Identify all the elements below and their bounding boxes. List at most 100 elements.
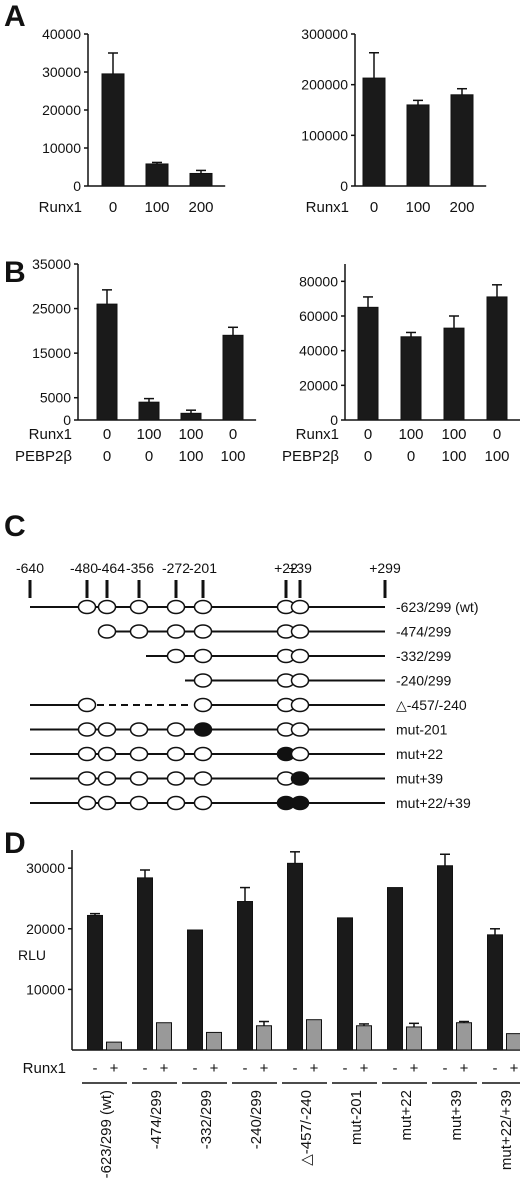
binding-site: [129, 771, 149, 786]
binding-site: [166, 746, 186, 762]
bar-plus: [456, 1022, 472, 1051]
y-tick-label: 20000: [299, 377, 338, 393]
binding-site: [129, 624, 149, 639]
y-tick-label: 30000: [42, 64, 81, 80]
construct-tick-label: mut+22: [398, 1090, 415, 1140]
minus-label: -: [93, 1060, 98, 1077]
binding-site: [129, 746, 149, 762]
y-axis-label: RLU: [18, 947, 46, 963]
x-tick-label: 100: [441, 448, 466, 465]
x-tick-label: 100: [178, 426, 203, 443]
plus-label: +: [510, 1060, 519, 1077]
binding-site: [193, 697, 213, 713]
panel-label-c: C: [4, 510, 26, 543]
bar: [450, 94, 474, 187]
binding-site: [97, 722, 117, 737]
binding-site: [193, 624, 213, 639]
x-tick-label: 0: [103, 448, 111, 465]
panel-label-d: D: [4, 827, 26, 860]
binding-site: [193, 673, 213, 688]
bar: [400, 336, 422, 421]
position-label: -640: [16, 560, 44, 576]
position-label: -464: [97, 560, 125, 576]
plus-label: +: [360, 1060, 369, 1077]
binding-site: [193, 599, 213, 615]
x-row-label: Runx1: [29, 426, 72, 443]
x-tick-label: 100: [398, 426, 423, 443]
binding-site: [290, 746, 310, 762]
binding-site: [193, 795, 213, 811]
binding-site: [290, 722, 310, 737]
runx1-label: Runx1: [23, 1060, 66, 1077]
y-tick-label: 0: [330, 412, 338, 428]
binding-site: [77, 599, 97, 615]
construct-tick-label: -332/299: [198, 1090, 215, 1149]
minus-label: -: [143, 1060, 148, 1077]
binding-site: [166, 599, 186, 615]
binding-site: [129, 795, 149, 811]
bar-minus: [337, 917, 353, 1051]
plus-label: +: [310, 1060, 319, 1077]
construct-label: -240/299: [396, 673, 451, 689]
x-tick-label: 0: [103, 426, 111, 443]
x-tick-label: 100: [441, 426, 466, 443]
bar-minus: [87, 914, 103, 1051]
x-tick-label: 0: [370, 199, 378, 216]
binding-site: [97, 746, 117, 762]
position-label: +39: [288, 560, 312, 576]
bar-minus: [137, 877, 153, 1051]
binding-site: [97, 795, 117, 811]
x-tick-label: 100: [484, 448, 509, 465]
y-tick-label: 20000: [26, 921, 65, 937]
bar: [486, 296, 508, 421]
y-tick-label: 80000: [299, 273, 338, 289]
bar: [357, 306, 379, 421]
bar-plus: [356, 1025, 372, 1051]
y-tick-label: 60000: [299, 308, 338, 324]
bar-minus: [387, 887, 403, 1051]
x-row-label: Runx1: [296, 426, 339, 443]
binding-site: [193, 746, 213, 762]
chart-a-ef1: 0 100000 200000 300000 0 100 200 Runx1: [301, 26, 487, 216]
position-label: +22: [274, 560, 298, 576]
bar-minus: [437, 865, 453, 1051]
x-row-label: PEBP2β: [282, 448, 339, 465]
mutated-site: [290, 771, 310, 786]
binding-site: [77, 697, 97, 713]
bar: [180, 412, 202, 421]
bar: [101, 73, 125, 187]
mutated-site: [193, 722, 213, 737]
plus-label: +: [160, 1060, 169, 1077]
bar-plus: [306, 1019, 322, 1051]
construct-label: mut-201: [396, 722, 448, 738]
construct-label: -623/299 (wt): [396, 599, 478, 615]
y-tick-label: 10000: [26, 981, 65, 997]
construct-label: mut+22: [396, 746, 443, 762]
plus-label: +: [460, 1060, 469, 1077]
y-tick-label: 25000: [32, 301, 71, 317]
binding-site: [166, 722, 186, 737]
y-tick-label: 40000: [42, 26, 81, 42]
x-tick-label: 100: [405, 199, 430, 216]
bar-minus: [187, 929, 203, 1051]
bar-minus: [287, 862, 303, 1051]
bar-plus: [406, 1026, 422, 1051]
binding-site: [97, 624, 117, 639]
bar: [189, 172, 213, 187]
chart-a-flk1: 0 10000 20000 30000 40000 0 100 200 Runx1: [39, 26, 226, 216]
position-label: +299: [369, 560, 401, 576]
binding-site: [166, 771, 186, 786]
binding-site: [290, 648, 310, 664]
x-tick-label: 200: [188, 199, 213, 216]
bar: [145, 163, 169, 187]
binding-site: [193, 771, 213, 786]
plus-label: +: [410, 1060, 419, 1077]
minus-label: -: [243, 1060, 248, 1077]
binding-site: [166, 624, 186, 639]
minus-label: -: [393, 1060, 398, 1077]
construct-label: mut+39: [396, 771, 443, 787]
x-row-label: Runx1: [39, 199, 82, 216]
x-tick-label: 0: [493, 426, 501, 443]
